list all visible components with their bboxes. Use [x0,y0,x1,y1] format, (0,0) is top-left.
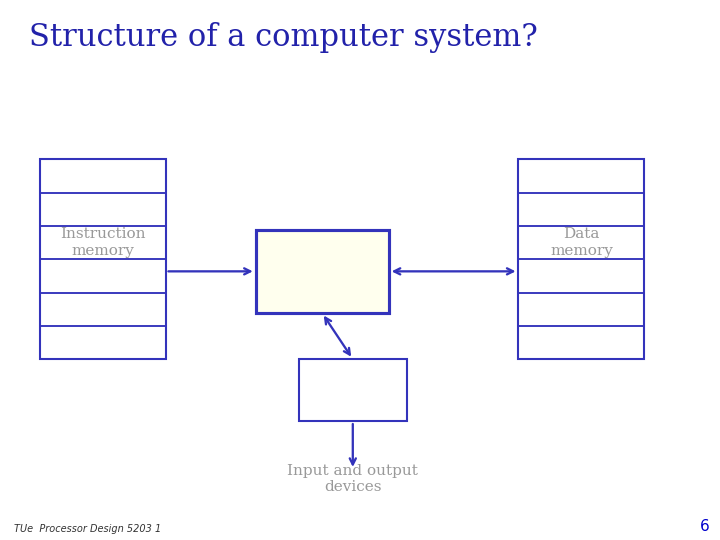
Text: Data
memory: Data memory [550,227,613,258]
Bar [518,159,644,359]
Text: Processor: Processor [274,262,371,280]
Bar [299,359,407,421]
Bar [256,230,389,313]
Text: 6: 6 [699,518,709,534]
Text: Input and output
devices: Input and output devices [287,464,418,494]
Text: Instruction
memory: Instruction memory [60,227,145,258]
Text: I/O
interfaces: I/O interfaces [314,375,392,405]
Text: TUe  Processor Design 5203 1: TUe Processor Design 5203 1 [14,523,162,534]
Bar [40,159,166,359]
Text: Structure of a computer system?: Structure of a computer system? [29,22,538,52]
